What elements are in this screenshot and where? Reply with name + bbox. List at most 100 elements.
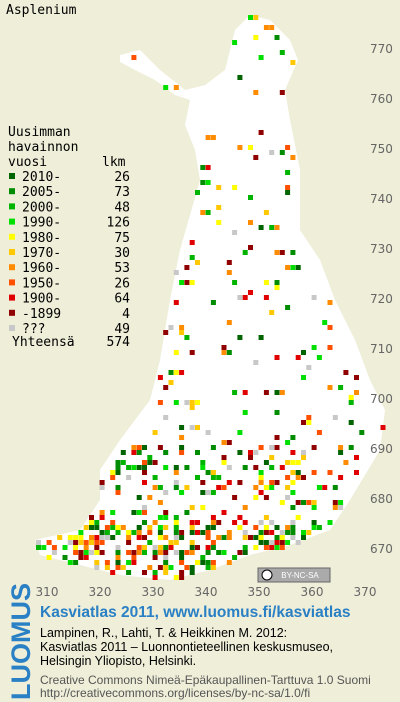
occurrence-square xyxy=(136,530,142,535)
occurrence-square xyxy=(179,575,185,580)
occurrence-square xyxy=(200,490,206,495)
occurrence-square xyxy=(83,540,89,545)
occurrence-square xyxy=(269,445,275,450)
occurrence-square xyxy=(306,420,312,425)
legend-label: 1970- xyxy=(22,246,61,261)
occurrence-square xyxy=(237,430,243,435)
title: Asplenium xyxy=(6,3,77,18)
occurrence-square xyxy=(78,540,84,545)
legend-label: 2000- xyxy=(22,200,61,215)
occurrence-square xyxy=(120,450,126,455)
legend-swatch xyxy=(9,279,15,286)
occurrence-square xyxy=(327,325,333,330)
occurrence-square xyxy=(221,510,227,515)
occurrence-square xyxy=(216,535,222,540)
occurrence-square xyxy=(248,290,253,295)
occurrence-square xyxy=(290,155,296,160)
occurrence-square xyxy=(216,485,222,490)
occurrence-square xyxy=(200,210,206,215)
occurrence-square xyxy=(173,540,179,545)
occurrence-square xyxy=(274,545,280,550)
occurrence-square xyxy=(200,480,206,485)
occurrence-square xyxy=(184,265,190,270)
occurrence-square xyxy=(147,455,153,460)
occurrence-square xyxy=(126,475,132,480)
occurrence-square xyxy=(295,265,301,270)
occurrence-square xyxy=(274,480,280,485)
occurrence-square xyxy=(263,515,269,520)
occurrence-square xyxy=(152,430,158,435)
occurrence-square xyxy=(290,530,296,535)
occurrence-square xyxy=(78,530,84,535)
occurrence-square xyxy=(226,440,232,445)
occurrence-square xyxy=(295,460,301,465)
occurrence-square xyxy=(290,460,296,465)
occurrence-square xyxy=(274,225,280,230)
occurrence-square xyxy=(142,460,147,465)
occurrence-square xyxy=(258,535,264,540)
occurrence-square xyxy=(142,480,147,485)
legend-count: 126 xyxy=(107,216,130,231)
occurrence-square xyxy=(51,550,57,555)
northing-label: 720 xyxy=(370,292,393,306)
occurrence-square xyxy=(126,540,132,545)
occurrence-square xyxy=(152,460,158,465)
occurrence-square xyxy=(152,520,158,525)
cc-icon xyxy=(261,569,273,581)
occurrence-square xyxy=(99,550,105,555)
occurrence-square xyxy=(322,320,328,325)
occurrence-square xyxy=(157,500,163,505)
legend-count: 64 xyxy=(114,292,130,307)
occurrence-square xyxy=(173,530,179,535)
occurrence-square xyxy=(115,490,121,495)
northing-label: 760 xyxy=(370,92,393,106)
occurrence-square xyxy=(126,560,132,565)
easting-label: 310 xyxy=(36,585,59,599)
occurrence-square xyxy=(189,240,195,245)
legend-label: 1990- xyxy=(22,216,61,231)
occurrence-square xyxy=(157,400,163,405)
easting-label: 340 xyxy=(195,585,218,599)
occurrence-square xyxy=(115,525,121,530)
occurrence-square xyxy=(99,480,105,485)
occurrence-square xyxy=(242,390,248,395)
occurrence-square xyxy=(136,495,142,500)
legend-label: -1899 xyxy=(22,307,61,322)
occurrence-square xyxy=(274,410,280,415)
occurrence-square xyxy=(301,375,306,380)
occurrence-square xyxy=(179,280,185,285)
occurrence-square xyxy=(73,535,79,540)
legend-label: 1960- xyxy=(22,261,61,276)
occurrence-square xyxy=(338,500,344,505)
coordinate-labels: 770 760 750 740 730 720 710 700 690 680 670 310 320 3… xyxy=(36,42,393,599)
occurrence-square xyxy=(126,550,132,555)
occurrence-square xyxy=(274,525,280,530)
license-badge-text: BY-NC-SA xyxy=(281,571,319,580)
occurrence-square xyxy=(210,470,216,475)
occurrence-square xyxy=(115,560,121,565)
easting-label: 330 xyxy=(142,585,165,599)
occurrence-square xyxy=(253,535,259,540)
occurrence-square xyxy=(210,135,216,140)
occurrence-square xyxy=(274,445,280,450)
occurrence-square xyxy=(173,350,179,355)
occurrence-square xyxy=(94,545,100,550)
occurrence-square xyxy=(99,540,105,545)
legend-label: 1980- xyxy=(22,231,61,246)
occurrence-square xyxy=(269,25,275,30)
occurrence-square xyxy=(179,555,185,560)
occurrence-square xyxy=(205,525,211,530)
occurrence-square xyxy=(301,420,306,425)
occurrence-square xyxy=(221,460,227,465)
occurrence-square xyxy=(179,370,185,375)
occurrence-square xyxy=(290,520,296,525)
occurrence-square xyxy=(311,345,317,350)
occurrence-square xyxy=(327,345,333,350)
occurrence-square xyxy=(258,225,264,230)
occurrence-square xyxy=(163,465,169,470)
occurrence-square xyxy=(195,560,200,565)
occurrence-square xyxy=(216,550,222,555)
occurrence-square xyxy=(189,525,195,530)
occurrence-square xyxy=(269,530,275,535)
